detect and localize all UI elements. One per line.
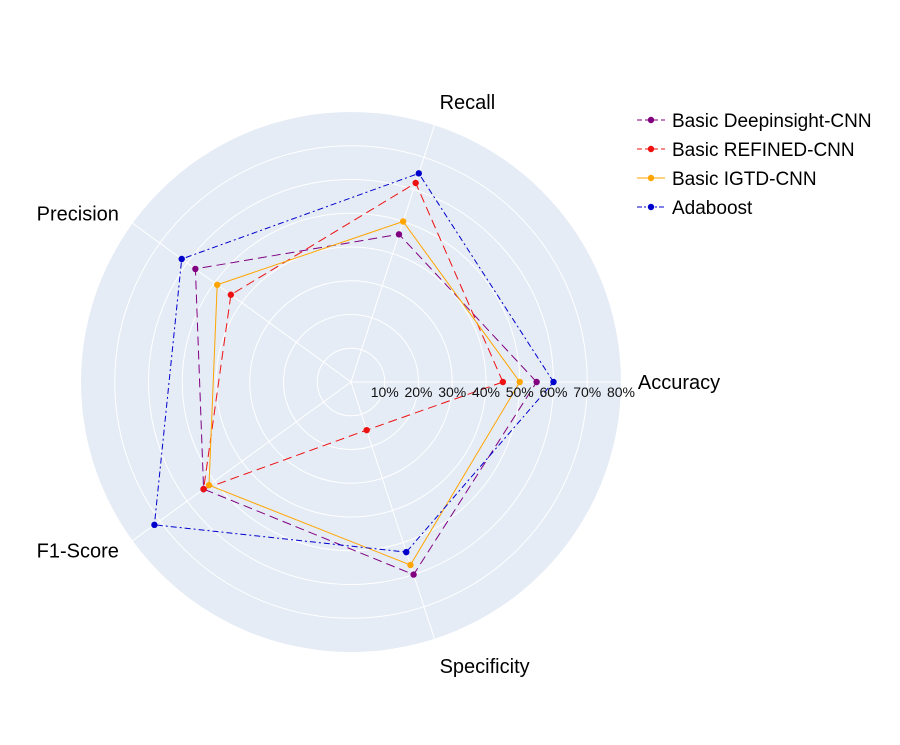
legend-label: Basic IGTD-CNN — [672, 169, 817, 190]
data-point — [550, 378, 557, 386]
axis-label-precision: Precision — [37, 203, 119, 225]
legend-label: Basic REFINED-CNN — [672, 140, 855, 161]
axis-label-specificity: Specificity — [440, 656, 530, 678]
radial-tick-label: 70% — [573, 384, 601, 400]
data-point — [403, 548, 410, 556]
legend-marker — [647, 203, 655, 211]
data-point — [178, 255, 185, 263]
series-1 — [200, 179, 507, 493]
series-3 — [151, 170, 557, 556]
data-point — [410, 571, 417, 578]
data-point — [363, 426, 370, 434]
radial-tick-label: 10% — [371, 384, 399, 400]
data-point — [395, 231, 403, 238]
series-line — [208, 220, 521, 566]
legend-label: Adaboost — [672, 198, 753, 219]
legend-marker — [647, 145, 655, 153]
data-point — [415, 170, 422, 177]
data-point — [227, 291, 235, 298]
series-line — [202, 182, 504, 490]
grid-spoke — [132, 222, 352, 383]
legend-item[interactable]: Basic IGTD-CNN — [637, 169, 817, 190]
radial-tick-label: 40% — [472, 384, 500, 400]
radial-tick-label: 80% — [607, 384, 635, 400]
grid-spoke — [350, 125, 435, 383]
axis-label-recall: Recall — [440, 92, 496, 114]
series-line — [194, 233, 538, 576]
data-point — [205, 481, 213, 489]
axis-label-f1-score: F1-Score — [37, 541, 119, 563]
data-point — [200, 485, 207, 493]
data-point — [407, 561, 414, 569]
grid-spoke — [132, 381, 352, 542]
data-point — [151, 521, 158, 529]
data-point — [399, 218, 407, 225]
legend-item[interactable]: Basic Deepinsight-CNN — [637, 111, 872, 132]
data-point — [533, 378, 540, 386]
legend-marker — [647, 174, 655, 182]
data-point — [214, 281, 221, 288]
legend-item[interactable]: Adaboost — [637, 198, 753, 219]
data-point — [499, 378, 507, 386]
grid-spoke — [350, 381, 435, 639]
data-point — [412, 179, 419, 187]
radial-tick-label: 20% — [404, 384, 432, 400]
axis-label-accuracy: Accuracy — [638, 372, 720, 394]
radial-tick-label: 60% — [539, 384, 567, 400]
legend-label: Basic Deepinsight-CNN — [672, 111, 872, 132]
legend-item[interactable]: Basic REFINED-CNN — [637, 140, 855, 161]
series-line — [153, 172, 554, 553]
legend-marker — [647, 116, 655, 124]
radial-tick-label: 30% — [438, 384, 466, 400]
radial-tick-label: 50% — [506, 384, 534, 400]
data-point — [192, 265, 199, 273]
series-2 — [205, 218, 523, 569]
data-point — [516, 378, 523, 386]
